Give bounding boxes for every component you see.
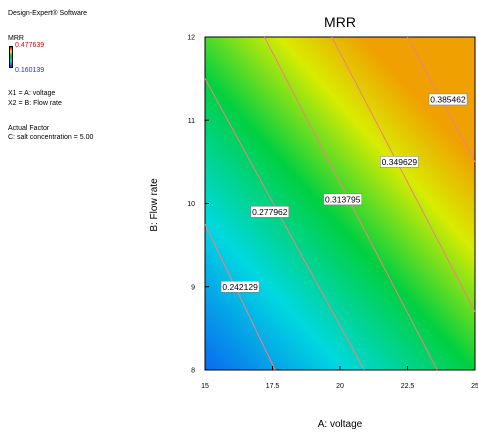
contour-line xyxy=(331,36,476,312)
contour-label: 0.313795 xyxy=(325,194,361,204)
y-axis-label: B: Flow rate xyxy=(149,178,160,232)
software-name: Design-Expert® Software xyxy=(8,10,88,17)
contour-label: 0.277962 xyxy=(252,207,288,217)
x-tick-label: 22.5 xyxy=(401,383,415,390)
y-tick-label: 12 xyxy=(187,35,195,42)
x-tick-label: 20 xyxy=(336,383,344,390)
x-tick-label: 15 xyxy=(201,383,209,390)
contour-line xyxy=(204,224,276,371)
contour-label-box xyxy=(380,156,419,168)
contour-label-box xyxy=(428,93,468,106)
color-legend-bar xyxy=(9,46,13,68)
contour-label-box xyxy=(220,281,260,293)
contour-label: 0.242129 xyxy=(222,282,258,292)
contour-label-box xyxy=(250,206,290,218)
x-tick-label: 25 xyxy=(471,383,478,390)
contour-label: 0.385462 xyxy=(430,94,466,104)
response-max-value: 0.477639 xyxy=(15,42,45,49)
contour-label: 0.349629 xyxy=(382,157,418,167)
factor-x2-definition: X2 = B: Flow rate xyxy=(8,100,62,107)
y-tick-label: 10 xyxy=(187,201,195,208)
y-axis-ticks: 8 9 10 11 12 xyxy=(187,35,209,375)
y-tick-label: 8 xyxy=(191,368,195,375)
chart-title: MRR xyxy=(324,14,356,30)
response-min-value: 0.160139 xyxy=(15,67,45,74)
actual-factor-title: Actual Factor xyxy=(8,125,50,132)
contour-line xyxy=(204,78,365,371)
actual-factor-value: C: salt concentration = 5.00 xyxy=(8,134,94,141)
response-name: MRR xyxy=(8,35,24,42)
y-tick-label: 11 xyxy=(188,118,195,125)
factor-x1-definition: X1 = A: voltage xyxy=(8,90,56,97)
x-tick-label: 17.5 xyxy=(266,383,280,390)
x-axis-ticks: 15 17.5 20 22.5 25 xyxy=(201,366,478,390)
x-axis-label: A: voltage xyxy=(318,419,363,430)
contour-labels: 0.242129 0.277962 0.313795 0.349629 0.385462 xyxy=(220,93,468,293)
y-tick-label: 9 xyxy=(191,284,195,291)
contour-label-box xyxy=(323,193,362,206)
